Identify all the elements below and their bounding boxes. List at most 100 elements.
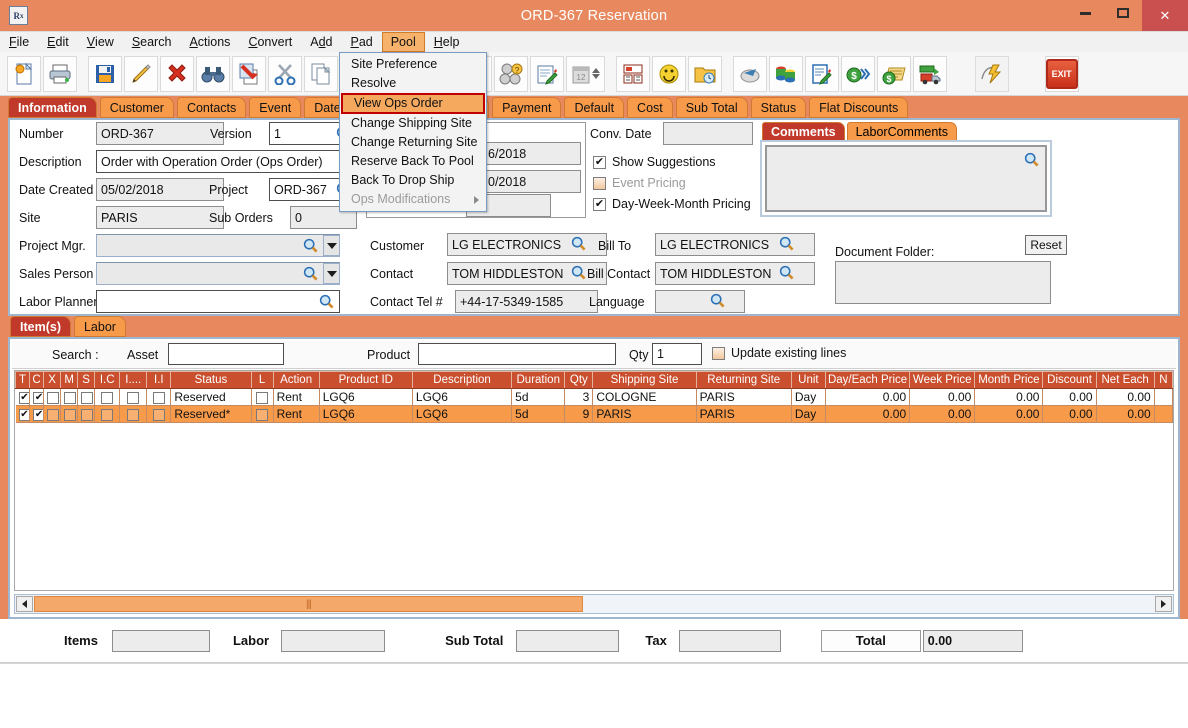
scrollbar-thumb[interactable]: ||| [34, 596, 583, 612]
cell-ic[interactable] [94, 388, 121, 406]
col-i4[interactable]: I.... [119, 371, 148, 389]
tab-labor-comments[interactable]: LaborComments [846, 122, 957, 141]
cell-day-each-price[interactable]: 0.00 [825, 405, 911, 423]
return-date-field[interactable]: 0/2018 [483, 170, 581, 193]
cell-i4[interactable] [119, 405, 148, 423]
menu-item-change-shipping-site[interactable]: Change Shipping Site [351, 116, 472, 130]
cell-shipping-site[interactable]: COLOGNE [592, 388, 697, 406]
tab-status[interactable]: Status [750, 97, 807, 118]
cell-returning-site[interactable]: PARIS [696, 388, 792, 406]
tab-information[interactable]: Information [8, 97, 97, 118]
minimize-icon[interactable] [1066, 0, 1104, 26]
database-icon[interactable] [768, 55, 803, 92]
col-day-each-price[interactable]: Day/Each Price [824, 371, 911, 389]
cell-unit[interactable]: Day [791, 405, 826, 423]
asset-input[interactable] [168, 343, 284, 365]
cell-unit[interactable]: Day [791, 388, 826, 406]
table-row[interactable]: ✔ ✔ Reserved Rent LGQ6 LGQ6 5d [15, 388, 1173, 406]
cell-s[interactable] [77, 388, 96, 406]
cell-status[interactable]: Reserved* [170, 405, 252, 423]
col-product-id[interactable]: Product ID [318, 371, 413, 389]
tab-event[interactable]: Event [249, 97, 302, 118]
comments-textarea[interactable] [760, 140, 1052, 217]
update-existing-lines-checkbox[interactable]: Update existing lines [712, 346, 846, 360]
tab-cost[interactable]: Cost [627, 97, 673, 118]
ship-date-field[interactable]: 6/2018 [483, 142, 581, 165]
cell-c[interactable]: ✔ [29, 405, 45, 423]
print-icon[interactable] [43, 55, 77, 92]
project-mgr-field[interactable] [96, 234, 340, 257]
menu-item-view-ops-order[interactable]: View Ops Order [341, 93, 485, 114]
cell-m[interactable] [60, 388, 79, 406]
group-help-icon[interactable]: ? [493, 55, 528, 92]
printer-labels-icon[interactable] [615, 55, 650, 92]
cell-x[interactable] [43, 388, 62, 406]
version-field[interactable]: 1 [269, 122, 357, 145]
menu-item-site-preference[interactable]: Site Preference [351, 57, 438, 71]
cell-x[interactable] [43, 405, 62, 423]
cell-discount[interactable]: 0.00 [1042, 388, 1097, 406]
mouse-icon[interactable] [732, 55, 767, 92]
comments-search-icon[interactable] [1024, 152, 1039, 167]
customer-field[interactable]: LG ELECTRONICS [447, 233, 607, 256]
cell-description[interactable]: LGQ6 [412, 388, 513, 406]
col-status[interactable]: Status [170, 371, 252, 389]
cell-t[interactable]: ✔ [15, 388, 31, 406]
cell-l[interactable] [251, 405, 274, 423]
col-returning-site[interactable]: Returning Site [695, 371, 792, 389]
cell-n[interactable] [1154, 388, 1173, 406]
menu-item-back-to-drop-ship[interactable]: Back To Drop Ship [351, 173, 455, 187]
contact-field[interactable]: TOM HIDDLESTON [447, 262, 607, 285]
site-field[interactable]: PARIS [96, 206, 224, 229]
cell-ic[interactable] [94, 405, 121, 423]
cell-net-each[interactable]: 0.00 [1096, 405, 1155, 423]
tab-default[interactable]: Default [564, 97, 625, 118]
maximize-icon[interactable] [1104, 0, 1142, 26]
col-n[interactable]: N [1153, 371, 1173, 389]
cell-s[interactable] [77, 405, 96, 423]
lightning-icon[interactable] [974, 55, 1009, 92]
money-transfer-icon[interactable]: $ [840, 55, 875, 92]
cell-returning-site[interactable]: PARIS [696, 405, 792, 423]
col-duration[interactable]: Duration [511, 371, 566, 389]
cell-ii[interactable] [146, 388, 172, 406]
notepad-edit-icon[interactable] [529, 55, 564, 92]
col-discount[interactable]: Discount [1042, 371, 1097, 389]
tab-items[interactable]: Item(s) [10, 316, 71, 337]
menu-item-change-returning-site[interactable]: Change Returning Site [351, 135, 478, 149]
cell-action[interactable]: Rent [273, 405, 320, 423]
cell-i4[interactable] [119, 388, 148, 406]
col-x[interactable]: X [43, 371, 62, 389]
reset-button[interactable]: Reset [1025, 235, 1067, 255]
cell-week-price[interactable]: 0.00 [909, 405, 976, 423]
cell-product-id[interactable]: LGQ6 [319, 388, 413, 406]
col-t[interactable]: T [15, 371, 31, 389]
cell-day-each-price[interactable]: 0.00 [825, 388, 911, 406]
scrollbar-track[interactable]: ||| [34, 596, 1154, 612]
tab-payment[interactable]: Payment [492, 97, 562, 118]
menu-item-resolve[interactable]: Resolve [351, 76, 397, 90]
col-s[interactable]: S [77, 371, 96, 389]
sales-person-dropdown-icon[interactable] [323, 263, 340, 284]
col-month-price[interactable]: Month Price [974, 371, 1044, 389]
conv-date-field[interactable] [663, 122, 753, 145]
show-suggestions-checkbox[interactable]: ✔ Show Suggestions [593, 155, 716, 169]
edit-pencil-icon[interactable] [124, 55, 158, 92]
qty-input[interactable]: 1 [652, 343, 702, 365]
col-action[interactable]: Action [272, 371, 320, 389]
tab-flat-discounts[interactable]: Flat Discounts [809, 97, 909, 118]
col-m[interactable]: M [60, 371, 79, 389]
new-document-icon[interactable] [7, 55, 41, 92]
total-button[interactable]: Total [820, 629, 921, 652]
grid-horizontal-scrollbar[interactable]: ||| [14, 594, 1174, 614]
cell-month-price[interactable]: 0.00 [974, 388, 1044, 406]
cell-discount[interactable]: 0.00 [1042, 405, 1097, 423]
menu-file[interactable]: FFileile [9, 35, 30, 49]
paste-document-icon[interactable] [232, 55, 266, 92]
project-field[interactable]: ORD-367 [269, 178, 357, 201]
